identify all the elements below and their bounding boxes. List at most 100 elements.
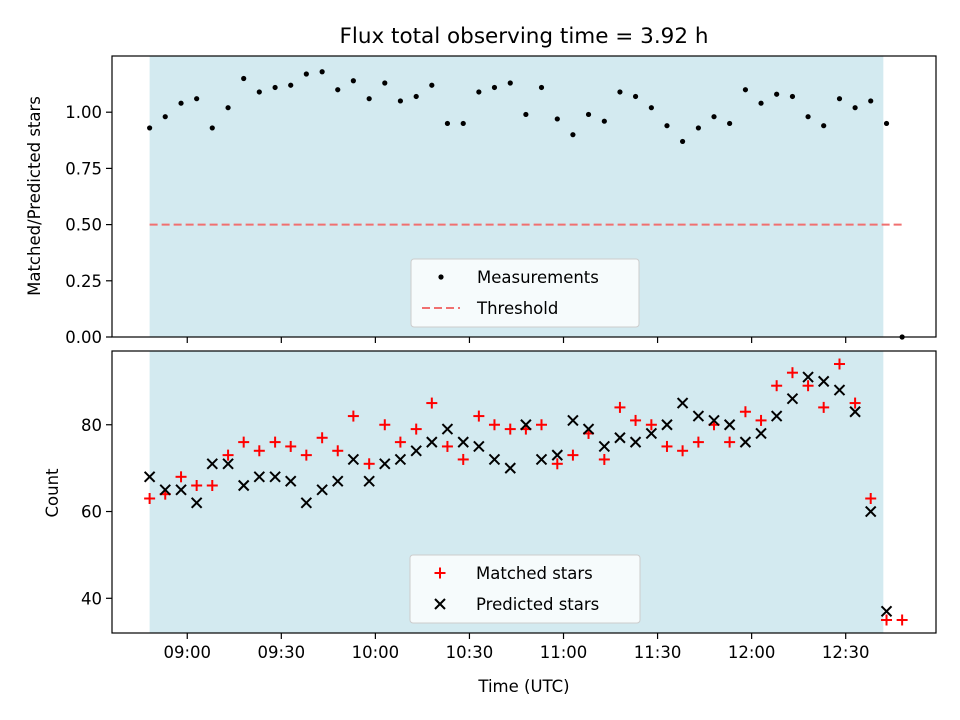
predicted-stars-point <box>300 497 313 509</box>
legend-predicted-swatch <box>434 598 446 610</box>
predicted-stars-point <box>269 471 281 483</box>
matched-stars-point <box>300 449 312 461</box>
predicted-stars-point <box>629 436 642 448</box>
measurement-point <box>617 89 623 95</box>
measurement-point <box>335 87 341 93</box>
predicted-stars-point <box>426 436 438 448</box>
predicted-stars-point <box>410 445 422 457</box>
predicted-stars-point <box>849 406 861 418</box>
matched-stars-point <box>253 445 265 457</box>
measurement-point <box>491 84 498 91</box>
predicted-stars-point <box>520 419 532 431</box>
matched-stars-point <box>394 436 406 448</box>
measurement-point <box>727 120 733 127</box>
measurement-point <box>679 138 686 145</box>
measurement-point <box>147 125 153 131</box>
measurement-point <box>444 120 451 127</box>
predicted-stars-point <box>190 497 203 509</box>
predicted-stars-point <box>739 436 752 448</box>
predicted-stars-point <box>755 427 767 440</box>
predicted-stars-point <box>551 449 564 461</box>
matched-stars-point <box>786 367 798 379</box>
matched-stars-point <box>833 358 845 370</box>
matched-stars-point <box>316 432 328 444</box>
measurement-point <box>821 123 827 129</box>
measurement-point <box>507 80 513 86</box>
matched-stars-point <box>332 445 344 457</box>
matched-stars-point <box>426 397 438 409</box>
bottom-y-tick-label: 40 <box>81 589 102 608</box>
matched-stars-point <box>457 453 469 465</box>
matched-stars-point <box>175 471 187 483</box>
predicted-stars-point <box>786 393 799 405</box>
legend-matched-swatch <box>434 567 446 579</box>
measurement-point <box>209 125 215 131</box>
measurement-point <box>570 132 576 138</box>
predicted-stars-point <box>535 453 548 466</box>
measurement-point <box>366 96 372 102</box>
legend-label: Measurements <box>477 268 599 287</box>
measurement-point <box>758 100 764 106</box>
legend-label: Predicted stars <box>476 595 599 614</box>
x-axis-label: Time (UTC) <box>477 677 569 696</box>
matched-stars-point <box>661 440 673 452</box>
matched-stars-point <box>551 458 563 470</box>
predicted-stars-point <box>598 440 611 453</box>
matched-stars-point <box>473 410 485 422</box>
measurement-point <box>303 71 309 77</box>
predicted-stars-point <box>645 427 658 440</box>
top-y-axis-label: Matched/Predicted stars <box>25 96 44 296</box>
matched-stars-point <box>677 445 689 457</box>
measurement-point <box>319 69 325 75</box>
top-legend: Measurements Threshold <box>410 258 640 328</box>
measurement-point <box>585 111 592 118</box>
measurement-point <box>774 91 780 97</box>
predicted-stars-point <box>770 410 783 422</box>
predicted-stars-point <box>363 475 375 487</box>
top-axes-frame <box>111 55 937 338</box>
measurement-point <box>241 75 247 82</box>
measurement-point <box>789 93 796 100</box>
matched-stars-point <box>755 414 767 426</box>
measurement-point <box>664 123 670 129</box>
predicted-stars-point <box>159 484 171 496</box>
top-plot-area: 0.00 0.25 0.50 0.75 1.00 Measurements Threshol… <box>65 55 937 347</box>
bottom-plot-area: 40 60 80 09:00 09:30 10:00 10:30 11:00 11:30 12:0… <box>81 350 937 662</box>
predicted-stars-point <box>802 371 814 383</box>
x-tick-label: 12:30 <box>822 643 870 662</box>
predicted-stars-point <box>394 453 407 466</box>
measurement-point <box>256 89 262 95</box>
matched-stars-point <box>896 614 908 626</box>
predicted-stars-point <box>692 410 705 422</box>
bottom-axes-frame <box>111 350 937 634</box>
measurement-point <box>554 116 560 122</box>
measurement-point <box>194 96 200 102</box>
predicted-stars-point <box>723 419 736 431</box>
measurement-point <box>382 80 388 86</box>
measurement-point <box>711 114 717 120</box>
measurement-point <box>225 105 231 111</box>
x-tick-label: 10:30 <box>446 643 494 662</box>
legend-measurement-swatch <box>438 274 444 280</box>
matched-stars-point <box>598 453 610 465</box>
measurement-point <box>288 82 294 88</box>
predicted-stars-point <box>708 414 720 427</box>
x-tick-label: 09:00 <box>163 643 211 662</box>
predicted-stars-point <box>347 453 360 466</box>
x-tick-label: 12:00 <box>728 643 776 662</box>
legend-label: Threshold <box>476 299 558 318</box>
matched-stars-point <box>285 440 297 452</box>
matched-stars-point <box>238 436 250 448</box>
top-y-tick-label: 0.25 <box>65 272 102 291</box>
matched-stars-point <box>363 458 375 470</box>
bottom-y-axis-label: Count <box>43 468 62 518</box>
predicted-stars-point <box>567 414 579 427</box>
matched-stars-point <box>881 614 893 626</box>
x-tick-label: 11:30 <box>634 643 682 662</box>
predicted-stars-point <box>206 458 218 470</box>
bottom-y-tick-label: 80 <box>81 416 102 435</box>
top-y-tick-label: 0.00 <box>65 328 102 347</box>
measurement-point <box>476 89 482 95</box>
matched-stars-point <box>802 380 814 392</box>
